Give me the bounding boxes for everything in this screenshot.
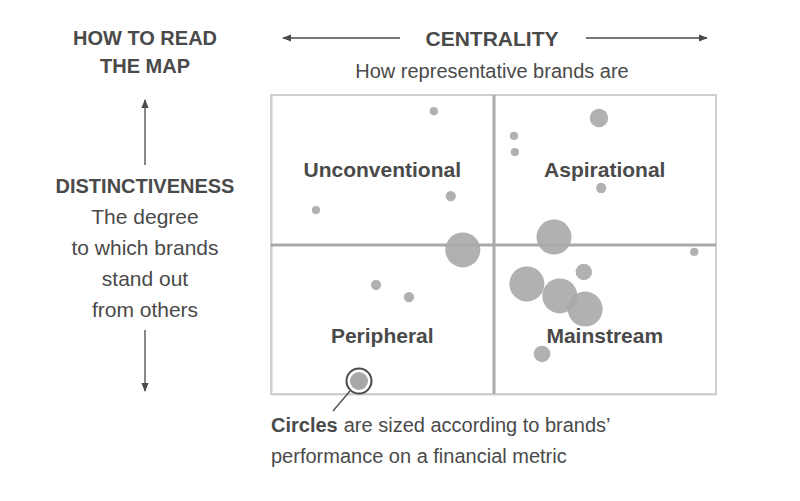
bubble: [446, 191, 456, 201]
title: THE MAP: [100, 55, 190, 77]
y-axis-subtitle: from others: [92, 298, 198, 321]
legend-leader: [333, 391, 350, 411]
bubble: [537, 220, 572, 255]
quadrant-label: Unconventional: [303, 158, 461, 181]
bubble: [445, 232, 480, 267]
y-axis-subtitle: to which brands: [71, 236, 218, 259]
bubble: [576, 264, 592, 280]
quadrant-label: Peripheral: [331, 324, 434, 347]
y-axis-subtitle: stand out: [102, 267, 189, 290]
note-bold: Circles: [271, 414, 338, 436]
arrow: [586, 37, 707, 38]
bubble: [568, 292, 603, 327]
bubble: [430, 107, 438, 115]
bubble: [590, 109, 609, 128]
y-grid-line: [271, 244, 716, 247]
legend-ring: [347, 369, 372, 394]
note-text: performance on a financial metric: [271, 445, 567, 467]
bubble: [534, 346, 550, 362]
y-axis-subtitle: The degree: [91, 205, 198, 228]
bubble: [510, 132, 518, 140]
bubble: [509, 266, 544, 301]
y-axis-title: DISTINCTIVENESS: [56, 175, 235, 197]
x-axis-title: CENTRALITY: [426, 27, 559, 50]
legend-sample: [350, 372, 368, 390]
note: Circles are sized according to brands’: [271, 414, 611, 436]
quadrant-label: Aspirational: [544, 158, 665, 181]
y-axis: [271, 96, 716, 395]
bubble: [371, 280, 381, 290]
plot-frame: [271, 95, 716, 394]
bubble: [596, 183, 606, 193]
bubble: [312, 206, 320, 214]
bubbles: [312, 107, 698, 362]
bubble: [511, 148, 519, 156]
x-axis-subtitle: How representative brands are: [355, 60, 628, 82]
y-tick: [271, 245, 716, 246]
arrow: [144, 100, 145, 165]
bubble: [404, 292, 414, 302]
x-axis: [272, 95, 717, 395]
arrow: [283, 37, 400, 38]
note-text: are sized according to brands’: [344, 414, 611, 436]
chart-root: Unconventional Aspirational Peripheral Main…: [0, 0, 800, 501]
title: HOW TO READ: [73, 27, 217, 49]
arrow: [144, 330, 145, 391]
quadrant-label: Mainstream: [546, 324, 663, 347]
bubble: [690, 248, 698, 256]
